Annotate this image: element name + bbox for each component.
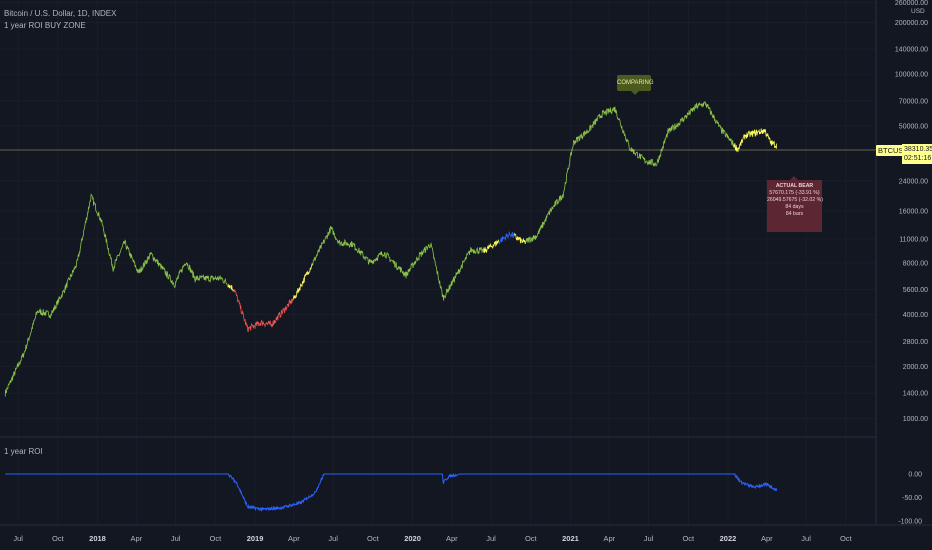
price-line-segment: [227, 283, 235, 292]
roi-axis: 0.00 -50.00 -100.00: [898, 472, 922, 526]
price-line-segment: [514, 232, 526, 244]
price-tick-label: 2800.00: [903, 339, 928, 346]
price-tick-label: 5600.00: [903, 287, 928, 294]
time-tick-label: Jul: [486, 534, 496, 543]
roi-tick-label: -100.00: [898, 519, 922, 526]
time-tick-label: Apr: [761, 534, 773, 543]
bear-bars: 84 bars: [785, 211, 804, 217]
symbol-legend[interactable]: Bitcoin / U.S. Dollar, 1D, INDEX: [4, 9, 117, 18]
price-series: [4, 101, 778, 397]
price-tag-symbol: BTCUSD: [876, 145, 911, 156]
price-line-segment: [483, 239, 500, 253]
time-tick-label: Jul: [13, 534, 23, 543]
price-tick-label: 200000.00: [895, 20, 928, 27]
time-tick-label: Apr: [131, 534, 143, 543]
price-line-segment: [312, 225, 485, 301]
bear-annotation[interactable]: ACTUAL BEAR 57670.175 (-33.91 %) 26049.5…: [767, 176, 823, 232]
price-line-segment: [4, 193, 229, 397]
time-tick-label: 2018: [89, 534, 106, 543]
time-tick-label: 2022: [720, 534, 737, 543]
bear-title: ACTUAL BEAR: [775, 183, 814, 189]
price-tick-label: 24000.00: [899, 178, 928, 185]
price-tick-label: 100000.00: [895, 72, 928, 79]
comparing-label[interactable]: COMPARING: [617, 75, 654, 95]
price-line-segment: [525, 101, 734, 243]
price-tick-label: 260000.00: [895, 0, 928, 7]
roi-line: [5, 472, 778, 512]
time-tick-label: Apr: [288, 534, 300, 543]
time-tick-label: Jul: [171, 534, 181, 543]
roi-tick-label: -50.00: [902, 495, 922, 502]
price-axis: 260000.00 200000.00 140000.00 100000.00 7000…: [895, 0, 928, 423]
bear-line1: 57670.175 (-33.91 %): [769, 190, 820, 196]
time-tick-label: Oct: [209, 534, 222, 543]
time-tick-label: Jul: [801, 534, 811, 543]
bear-line2: 26049.57675 (-32.02 %): [767, 197, 823, 203]
price-tick-label: 140000.00: [895, 46, 928, 53]
price-tick-label: 50000.00: [899, 123, 928, 130]
price-tick-label: 70000.00: [899, 98, 928, 105]
price-tag-value: 38310.35 02:51:16: [902, 144, 932, 164]
roi-series: [5, 472, 778, 512]
price-tag-countdown: 02:51:16: [904, 155, 932, 162]
price-line-segment: [293, 263, 313, 300]
time-tick-label: 2019: [247, 534, 264, 543]
time-tick-label: Jul: [328, 534, 338, 543]
price-tick-label: 2000.00: [903, 364, 928, 371]
time-tick-label: Oct: [682, 534, 695, 543]
price-tick-label: 8000.00: [903, 260, 928, 267]
currency-label: USD: [911, 8, 925, 15]
price-tick-label: 1000.00: [903, 416, 928, 423]
price-tag-price: 38310.35: [904, 146, 932, 153]
time-tick-label: 2021: [562, 534, 579, 543]
price-tick-label: 11000.00: [899, 237, 928, 244]
price-tick-label: 4000.00: [903, 312, 928, 319]
price-line-segment: [733, 128, 778, 153]
price-line-segment: [233, 288, 294, 333]
time-tick-label: Apr: [446, 534, 458, 543]
roi-pane-legend[interactable]: 1 year ROI: [4, 447, 43, 456]
time-tick-label: Jul: [644, 534, 654, 543]
time-axis: Jul Oct 2018 Apr Jul Oct 2019 Apr Jul Oct 2020 Apr J…: [13, 534, 852, 543]
price-tick-label: 1400.00: [903, 391, 928, 398]
time-tick-label: 2020: [404, 534, 421, 543]
roi-tick-label: 0.00: [908, 472, 922, 479]
time-tick-label: Oct: [52, 534, 65, 543]
time-tick-label: Oct: [525, 534, 538, 543]
time-tick-label: Apr: [603, 534, 615, 543]
grid: [0, 0, 876, 525]
indicator-legend[interactable]: 1 year ROI BUY ZONE: [4, 21, 86, 30]
time-tick-label: Oct: [840, 534, 853, 543]
bear-days: 84 days: [785, 204, 804, 210]
price-tick-label: 16000.00: [899, 209, 928, 216]
time-tick-label: Oct: [367, 534, 380, 543]
price-line-segment: [498, 231, 515, 245]
